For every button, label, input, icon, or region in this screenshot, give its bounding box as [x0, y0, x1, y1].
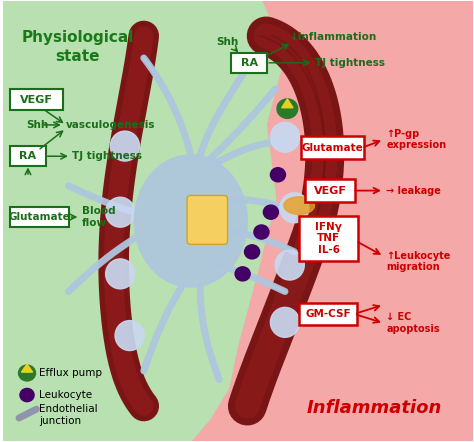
- Text: Leukocyte: Leukocyte: [39, 390, 92, 400]
- FancyBboxPatch shape: [299, 216, 358, 261]
- Ellipse shape: [275, 250, 304, 280]
- FancyBboxPatch shape: [10, 89, 63, 110]
- Text: GM-CSF: GM-CSF: [305, 309, 351, 319]
- Ellipse shape: [106, 259, 135, 289]
- Text: vasculogenesis: vasculogenesis: [66, 120, 155, 130]
- Text: ↑Leukocyte
migration: ↑Leukocyte migration: [386, 251, 451, 272]
- Circle shape: [18, 365, 36, 381]
- Text: Physiological
state: Physiological state: [22, 30, 134, 64]
- Ellipse shape: [280, 193, 309, 223]
- Ellipse shape: [134, 155, 247, 287]
- Text: RA: RA: [19, 151, 36, 161]
- Text: ↓inflammation: ↓inflammation: [290, 32, 377, 42]
- FancyBboxPatch shape: [10, 207, 69, 227]
- FancyBboxPatch shape: [187, 195, 228, 244]
- Ellipse shape: [106, 197, 135, 227]
- Ellipse shape: [110, 131, 139, 161]
- Circle shape: [20, 389, 34, 402]
- Text: Glutamate: Glutamate: [9, 212, 71, 222]
- Circle shape: [254, 225, 269, 239]
- Ellipse shape: [284, 197, 314, 214]
- Circle shape: [270, 168, 285, 182]
- FancyBboxPatch shape: [305, 179, 355, 202]
- Text: → leakage: → leakage: [386, 186, 441, 196]
- FancyBboxPatch shape: [301, 137, 364, 159]
- Text: VEGF: VEGF: [20, 95, 53, 105]
- FancyBboxPatch shape: [10, 146, 46, 166]
- Text: Shh: Shh: [217, 37, 239, 47]
- Circle shape: [235, 267, 250, 281]
- Polygon shape: [2, 1, 285, 441]
- Text: Efflux pump: Efflux pump: [39, 368, 102, 378]
- Polygon shape: [21, 364, 33, 372]
- Ellipse shape: [115, 320, 144, 351]
- Text: ↑P-gp
expression: ↑P-gp expression: [386, 129, 447, 150]
- Text: Shh: Shh: [26, 120, 48, 130]
- Circle shape: [264, 205, 278, 219]
- Text: Endothelial
junction: Endothelial junction: [39, 404, 98, 426]
- Text: Glutamate: Glutamate: [301, 143, 363, 153]
- Text: Blood
flow: Blood flow: [82, 206, 115, 228]
- Circle shape: [245, 245, 260, 259]
- FancyBboxPatch shape: [231, 53, 267, 73]
- Ellipse shape: [270, 307, 300, 337]
- Text: ↓ EC
apoptosis: ↓ EC apoptosis: [386, 312, 440, 334]
- Text: RA: RA: [241, 58, 258, 68]
- Text: VEGF: VEGF: [313, 186, 346, 196]
- Text: TJ tightness: TJ tightness: [315, 58, 385, 68]
- Circle shape: [277, 99, 298, 118]
- Text: Inflammation: Inflammation: [307, 399, 442, 417]
- Text: TJ tightness: TJ tightness: [72, 151, 142, 161]
- Ellipse shape: [270, 122, 300, 152]
- FancyBboxPatch shape: [299, 302, 356, 325]
- Polygon shape: [282, 99, 293, 108]
- Text: IFNγ
TNF
IL-6: IFNγ TNF IL-6: [315, 221, 342, 255]
